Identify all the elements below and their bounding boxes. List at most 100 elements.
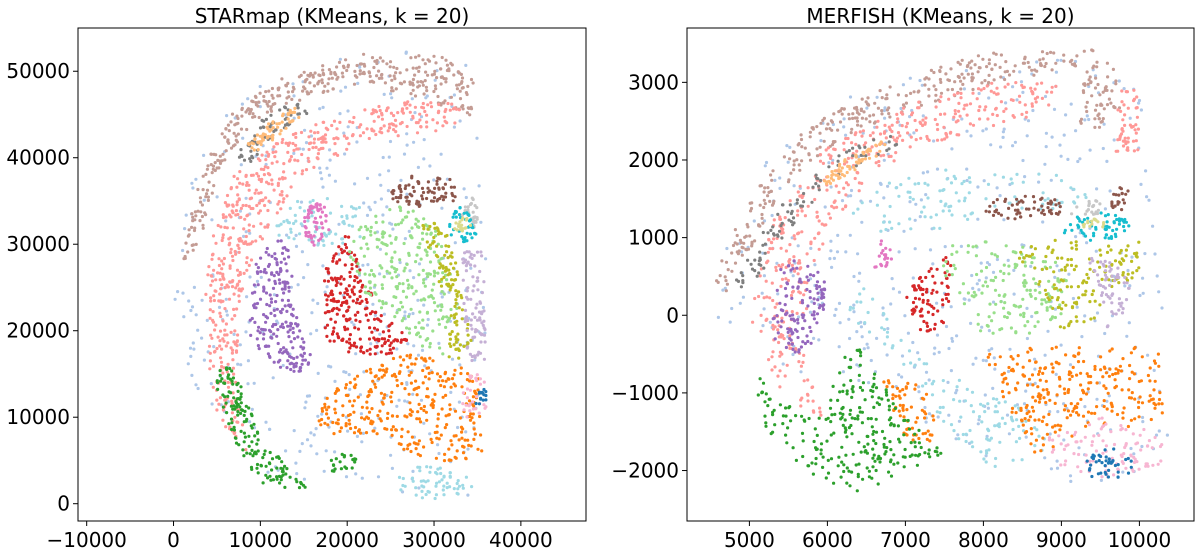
starmap-data-point bbox=[267, 262, 271, 267]
starmap-data-point bbox=[272, 188, 276, 192]
merfish-data-point bbox=[1146, 353, 1150, 357]
merfish-data-point bbox=[947, 413, 951, 417]
merfish-data-point bbox=[1111, 67, 1115, 71]
merfish-data-point bbox=[921, 384, 925, 388]
merfish-data-point bbox=[783, 374, 787, 378]
starmap-data-point bbox=[460, 317, 464, 321]
merfish-data-point bbox=[1066, 157, 1070, 161]
starmap-data-point bbox=[475, 395, 479, 399]
starmap-data-point bbox=[312, 137, 317, 141]
starmap-data-point bbox=[294, 364, 298, 368]
starmap-data-point bbox=[441, 315, 445, 319]
starmap-data-point bbox=[206, 198, 210, 202]
starmap-data-point bbox=[309, 332, 313, 336]
merfish-data-point bbox=[945, 135, 949, 139]
merfish-data-point bbox=[941, 188, 945, 192]
starmap-data-point bbox=[339, 426, 343, 430]
starmap-data-point bbox=[290, 312, 294, 316]
starmap-data-point bbox=[287, 255, 291, 259]
starmap-data-point bbox=[230, 427, 234, 432]
starmap-data-point bbox=[368, 80, 372, 84]
merfish-data-point bbox=[781, 203, 785, 207]
starmap-data-point bbox=[365, 242, 369, 246]
starmap-data-point bbox=[266, 470, 270, 474]
starmap-data-point bbox=[199, 210, 203, 214]
merfish-data-point bbox=[897, 194, 901, 198]
merfish-data-point bbox=[753, 258, 757, 262]
merfish-data-point bbox=[979, 88, 983, 92]
merfish-data-point bbox=[857, 181, 861, 185]
starmap-data-point bbox=[321, 71, 325, 76]
merfish-data-point bbox=[1120, 127, 1124, 131]
starmap-data-point bbox=[425, 89, 429, 93]
merfish-data-point bbox=[890, 346, 894, 350]
starmap-data-point bbox=[432, 196, 437, 200]
starmap-data-point bbox=[423, 364, 427, 368]
starmap-data-point bbox=[427, 377, 431, 381]
starmap-data-point bbox=[227, 422, 231, 426]
starmap-data-point bbox=[292, 237, 296, 241]
merfish-data-point bbox=[909, 361, 913, 365]
merfish-data-point bbox=[917, 357, 921, 361]
merfish-data-point bbox=[819, 121, 823, 125]
starmap-data-point bbox=[390, 433, 394, 437]
merfish-data-point bbox=[1112, 138, 1116, 142]
starmap-data-point bbox=[232, 428, 236, 432]
merfish-data-point bbox=[854, 164, 858, 168]
merfish-data-point bbox=[788, 199, 792, 203]
starmap-data-point bbox=[250, 99, 254, 103]
merfish-data-point bbox=[1045, 90, 1049, 94]
merfish-data-point bbox=[1026, 119, 1031, 123]
starmap-data-point bbox=[245, 295, 249, 299]
starmap-data-point bbox=[421, 268, 425, 272]
starmap-data-point bbox=[428, 341, 432, 346]
starmap-data-point bbox=[407, 392, 411, 396]
starmap-data-point bbox=[272, 145, 276, 149]
starmap-data-point bbox=[445, 233, 449, 238]
merfish-data-point bbox=[1083, 314, 1087, 318]
starmap-data-point bbox=[474, 401, 478, 406]
starmap-data-point bbox=[400, 382, 404, 386]
merfish-cluster-8 bbox=[848, 287, 1046, 468]
merfish-data-point bbox=[934, 88, 938, 92]
merfish-data-point bbox=[1085, 114, 1089, 118]
starmap-data-point bbox=[440, 244, 444, 249]
starmap-data-point bbox=[419, 115, 424, 119]
starmap-data-point bbox=[330, 332, 335, 336]
merfish-data-point bbox=[991, 123, 996, 128]
starmap-data-point bbox=[468, 388, 472, 392]
merfish-data-point bbox=[766, 231, 770, 235]
merfish-cluster-9 bbox=[873, 239, 893, 269]
starmap-data-point bbox=[190, 181, 194, 185]
starmap-data-point bbox=[419, 257, 423, 261]
starmap-data-point bbox=[417, 225, 421, 229]
merfish-data-point bbox=[1089, 81, 1093, 85]
merfish-data-point bbox=[1018, 436, 1022, 440]
starmap-data-point bbox=[292, 221, 296, 226]
starmap-data-point bbox=[384, 352, 388, 356]
merfish-data-point bbox=[982, 86, 986, 91]
merfish-data-point bbox=[808, 130, 812, 134]
starmap-data-point bbox=[291, 82, 295, 86]
starmap-data-point bbox=[343, 328, 347, 332]
starmap-data-point bbox=[262, 289, 266, 293]
starmap-data-point bbox=[429, 105, 434, 109]
starmap-data-point bbox=[263, 449, 267, 453]
merfish-data-point bbox=[884, 253, 888, 257]
merfish-data-point bbox=[1084, 105, 1088, 109]
starmap-data-point bbox=[224, 127, 228, 131]
starmap-data-point bbox=[403, 215, 407, 219]
merfish-data-point bbox=[908, 217, 912, 221]
merfish-data-point bbox=[999, 145, 1003, 149]
starmap-data-point bbox=[244, 330, 248, 334]
starmap-data-point bbox=[380, 286, 385, 290]
starmap-data-point bbox=[245, 181, 249, 185]
merfish-data-point bbox=[847, 149, 851, 153]
starmap-data-point bbox=[246, 97, 250, 101]
starmap-data-point bbox=[414, 289, 418, 293]
starmap-data-point bbox=[235, 307, 239, 311]
merfish-data-point bbox=[1053, 307, 1057, 311]
starmap-data-point bbox=[217, 257, 221, 261]
starmap-data-point bbox=[478, 300, 482, 304]
starmap-data-point bbox=[289, 367, 293, 372]
